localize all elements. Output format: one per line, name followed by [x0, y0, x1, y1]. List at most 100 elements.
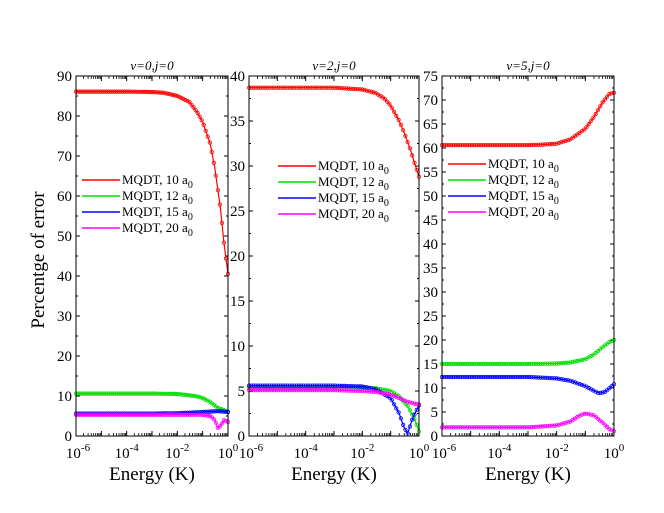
data-point: [391, 402, 397, 407]
data-point: [209, 409, 214, 414]
x-tick-label: 10-6: [432, 442, 457, 462]
data-point: [471, 361, 477, 367]
y-tick-label: 10: [230, 339, 245, 355]
data-point: [118, 89, 123, 94]
data-point: [205, 413, 210, 418]
data-point: [497, 425, 502, 430]
data-point: [563, 360, 568, 365]
data-point: [191, 105, 196, 110]
data-point: [98, 412, 103, 417]
data-point: [403, 427, 408, 432]
data-point: [183, 97, 188, 103]
data-point: [357, 388, 363, 393]
data-point: [565, 138, 571, 143]
data-point: [128, 89, 133, 94]
data-point: [271, 387, 276, 393]
data-point: [163, 412, 168, 417]
data-point: [389, 105, 394, 110]
data-point: [446, 361, 451, 367]
x-tick-label: 10-4: [294, 442, 319, 462]
data-point: [130, 89, 135, 94]
data-point: [540, 375, 546, 380]
data-point: [132, 391, 137, 396]
data-point: [181, 412, 186, 417]
data-point: [118, 391, 123, 396]
data-point: [102, 391, 107, 396]
data-point: [403, 398, 408, 403]
data-point: [360, 87, 365, 92]
data-point: [471, 374, 477, 380]
y-tick-label: 40: [57, 269, 72, 285]
data-point: [510, 361, 516, 367]
data-point: [353, 87, 358, 92]
data-point: [303, 387, 308, 393]
data-point: [543, 142, 548, 147]
data-point: [526, 143, 532, 148]
data-point: [114, 412, 119, 417]
y-tick-label: 20: [57, 349, 72, 365]
data-point: [465, 143, 470, 148]
data-point: [90, 391, 95, 396]
data-point: [185, 392, 190, 398]
data-point: [508, 143, 513, 148]
data-point: [106, 412, 111, 417]
data-point: [478, 425, 484, 430]
data-point: [183, 392, 188, 397]
data-point: [522, 374, 527, 380]
data-point: [504, 361, 509, 367]
y-tick-label: 65: [423, 117, 438, 133]
data-point: [407, 424, 412, 429]
data-point: [536, 375, 541, 380]
data-point: [278, 387, 283, 393]
data-point: [317, 387, 322, 393]
data-point: [102, 89, 107, 94]
data-point: [249, 85, 254, 90]
data-point: [346, 86, 351, 91]
data-point: [579, 382, 585, 387]
data-point: [533, 361, 539, 366]
data-point: [78, 89, 83, 94]
data-point: [163, 391, 168, 396]
data-point: [150, 90, 156, 95]
data-point: [469, 361, 474, 367]
data-point: [490, 425, 495, 430]
data-point: [144, 412, 149, 417]
plot-frame: [248, 75, 420, 437]
data-point: [593, 389, 598, 394]
data-point: [217, 406, 222, 411]
data-point: [201, 412, 206, 418]
data-point: [298, 85, 304, 90]
data-point: [513, 374, 518, 380]
data-point: [90, 89, 95, 94]
data-point: [221, 418, 226, 423]
panel-title: v=2,j=0: [312, 58, 356, 73]
data-point: [396, 117, 401, 123]
data-point: [195, 110, 200, 116]
data-point: [453, 143, 458, 148]
data-point: [260, 383, 265, 388]
data-point: [538, 375, 543, 380]
data-point: [326, 387, 331, 393]
data-point: [504, 143, 509, 148]
data-point: [531, 142, 536, 147]
data-point: [344, 383, 349, 389]
data-point: [189, 412, 194, 417]
data-point: [249, 387, 254, 393]
data-point: [371, 389, 376, 394]
data-point: [104, 89, 109, 94]
data-point: [98, 89, 103, 94]
y-tick-label: 70: [423, 93, 438, 109]
data-point: [380, 391, 385, 396]
data-point: [609, 428, 614, 433]
data-point: [310, 383, 315, 388]
legend-label: MQDT, 15 a0: [318, 190, 389, 209]
y-tick-label: 30: [230, 159, 245, 175]
data-point: [193, 108, 198, 113]
data-point: [298, 383, 304, 388]
data-point: [559, 422, 564, 427]
legend-label: MQDT, 10 a0: [488, 156, 559, 175]
data-point: [157, 412, 162, 417]
data-point: [157, 90, 162, 95]
data-point: [442, 361, 447, 367]
